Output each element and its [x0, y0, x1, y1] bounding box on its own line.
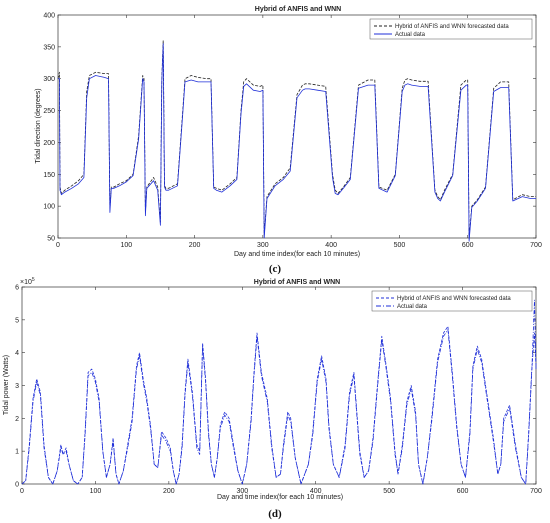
chart-c-ytick-label: 400	[43, 13, 55, 20]
chart-c-xtick-label: 400	[325, 242, 337, 249]
chart-c-legend: Hybrid of ANFIS and WNN forecasted data …	[369, 18, 533, 40]
chart-c-ytick-label: 50	[47, 236, 55, 243]
chart-c-ytick-label: 250	[43, 108, 55, 115]
chart-c-xtick-label: 300	[257, 242, 269, 249]
chart-d-legend: Hybrid of ANFIS and WNN forecasted data …	[371, 290, 533, 312]
chart-d-plot-area	[21, 286, 537, 485]
chart-c-xtick-label: 100	[120, 242, 132, 249]
chart-d-ytick-label: 2	[15, 416, 19, 423]
chart-d-xlabel: Day and time index(for each 10 minutes)	[217, 494, 343, 501]
chart-d-ytick-label: 5	[15, 317, 19, 324]
chart-c-title: Hybrid of ANFIS and WNN	[255, 6, 341, 13]
chart-c-ytick-label: 150	[43, 172, 55, 179]
chart-d-legend-forecast-label: Hybrid of ANFIS and WNN forecasted data	[397, 296, 511, 302]
chart-c-ytick-label: 100	[43, 204, 55, 211]
chart-d-legend-actual-label: Actual data	[397, 304, 428, 310]
chart-d-lines	[21, 299, 537, 485]
chart-c-ytick-label: 200	[43, 140, 55, 147]
chart-c-xlabel: Day and time index(for each 10 minutes)	[234, 251, 360, 258]
chart-c-lines	[57, 40, 536, 242]
chart-d-ytick-label: 4	[15, 350, 19, 357]
chart-d-series-actual-line	[21, 299, 537, 485]
chart-d-xtick-label: 400	[310, 488, 322, 495]
chart-c-legend-forecast-label: Hybrid of ANFIS and WNN forecasted data	[395, 24, 509, 30]
chart-d-legend-box	[371, 290, 533, 312]
chart-d-y-exponent: 5	[32, 277, 35, 283]
chart-c-ytick-label: 350	[43, 44, 55, 51]
chart-d-xtick-label: 300	[236, 488, 248, 495]
chart-d-series-forecast-line	[21, 326, 537, 485]
chart-c-ticks: 0 100 200 300 400 500 600 700 50 100 150 200 250 300 3…	[43, 13, 542, 250]
chart-d-xtick-label: 100	[90, 488, 102, 495]
chart-tidal-power: Hybrid of ANFIS and WNN ×105 0 100 200 300 4…	[3, 277, 542, 520]
chart-c-ylabel: Tidal direction (degrees)	[35, 88, 42, 163]
chart-d-xtick-label: 500	[383, 488, 395, 495]
chart-d-xtick-label: 700	[530, 488, 542, 495]
chart-c-series-actual-line	[58, 43, 536, 242]
chart-d-y-multiplier: ×105	[20, 277, 35, 286]
chart-tidal-direction: Hybrid of ANFIS and WNN 0 100 200 300 400 500…	[35, 6, 542, 275]
chart-c-plot-area	[57, 14, 537, 239]
chart-d-xtick-label: 0	[20, 488, 24, 495]
chart-c-ytick-label: 300	[43, 76, 55, 83]
chart-d-ticks: 0 100 200 300 400 500 600 700 0 1 2 3 4 5 6	[15, 285, 542, 496]
chart-c-series-forecast-line	[57, 40, 536, 239]
chart-d-ytick-label: 3	[15, 383, 19, 390]
chart-c-xtick-label: 700	[530, 242, 542, 249]
chart-d-xtick-label: 600	[457, 488, 469, 495]
chart-d-panel-label: (d)	[268, 508, 282, 520]
chart-d-ytick-label: 0	[15, 482, 19, 489]
chart-c-xtick-label: 200	[189, 242, 201, 249]
chart-c-xtick-label: 500	[394, 242, 406, 249]
chart-d-ylabel: Tidal power (Watts)	[3, 355, 10, 415]
chart-c-xtick-label: 600	[462, 242, 474, 249]
chart-c-legend-actual-label: Actual data	[395, 32, 426, 38]
chart-d-ytick-label: 6	[15, 285, 19, 292]
chart-d-ytick-label: 1	[15, 449, 19, 456]
chart-c-panel-label: (c)	[269, 263, 282, 275]
chart-c-legend-box	[369, 18, 533, 40]
chart-d-title: Hybrid of ANFIS and WNN	[254, 279, 340, 286]
chart-d-xtick-label: 200	[163, 488, 175, 495]
chart-c-xtick-label: 0	[56, 242, 60, 249]
